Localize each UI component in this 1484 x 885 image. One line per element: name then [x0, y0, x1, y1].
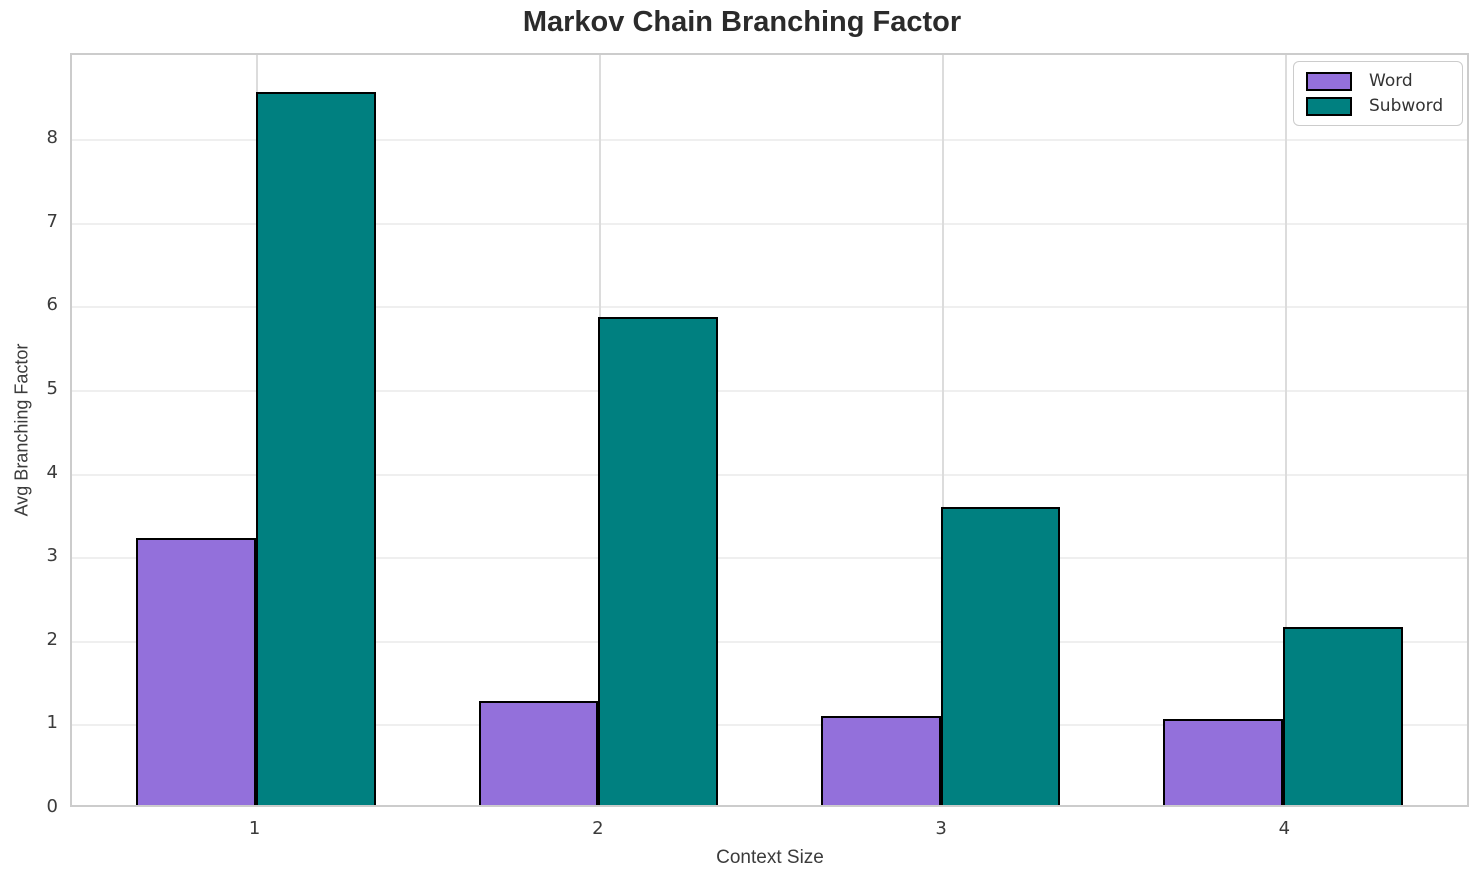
bar-subword-context-1 — [256, 92, 376, 805]
y-tick-label-0: 0 — [46, 796, 58, 817]
bar-word-context-3 — [820, 716, 941, 805]
bar-subword-context-3 — [940, 507, 1061, 805]
x-axis-label: Context Size — [716, 847, 824, 868]
y-gridline-6 — [72, 306, 1467, 309]
y-tick-label-4: 4 — [46, 461, 58, 483]
bar-subword-context-4 — [1282, 627, 1403, 805]
bar-word-context-4 — [1163, 719, 1283, 805]
y-tick-label-6: 6 — [46, 294, 58, 316]
y-gridline-5 — [72, 390, 1467, 393]
bar-word-context-2 — [478, 701, 599, 805]
bar-subword-context-2 — [598, 316, 719, 805]
x-gridline-4 — [1285, 55, 1288, 805]
legend-label-subword: Subword — [1369, 96, 1444, 116]
y-axis-label: Avg Branching Factor — [11, 343, 32, 517]
chart-title: Markov Chain Branching Factor — [522, 6, 962, 38]
legend: Word Subword — [1293, 61, 1463, 126]
y-gridline-2 — [72, 640, 1467, 643]
y-gridline-7 — [72, 222, 1467, 225]
y-tick-label-1: 1 — [46, 712, 58, 734]
x-gridline-3 — [942, 55, 945, 805]
bar-word-context-1 — [136, 538, 257, 805]
legend-row-word: Word — [1306, 71, 1450, 91]
y-gridline-4 — [72, 473, 1467, 476]
legend-row-subword: Subword — [1306, 96, 1450, 116]
legend-label-word: Word — [1369, 71, 1413, 91]
y-tick-label-5: 5 — [46, 378, 58, 400]
y-gridline-1 — [72, 724, 1467, 727]
legend-swatch-word — [1306, 71, 1352, 91]
x-tick-label-4: 4 — [1278, 818, 1291, 839]
x-tick-label-1: 1 — [248, 818, 261, 839]
y-tick-label-3: 3 — [46, 545, 58, 567]
x-tick-label-2: 2 — [592, 818, 604, 839]
plot-area — [70, 53, 1469, 807]
x-tick-label-3: 3 — [935, 818, 947, 839]
y-gridline-3 — [72, 557, 1467, 560]
y-tick-label-2: 2 — [46, 628, 58, 650]
y-gridline-8 — [72, 139, 1467, 142]
y-tick-label-7: 7 — [46, 210, 58, 232]
legend-swatch-subword — [1306, 96, 1352, 116]
y-tick-label-8: 8 — [46, 127, 58, 149]
